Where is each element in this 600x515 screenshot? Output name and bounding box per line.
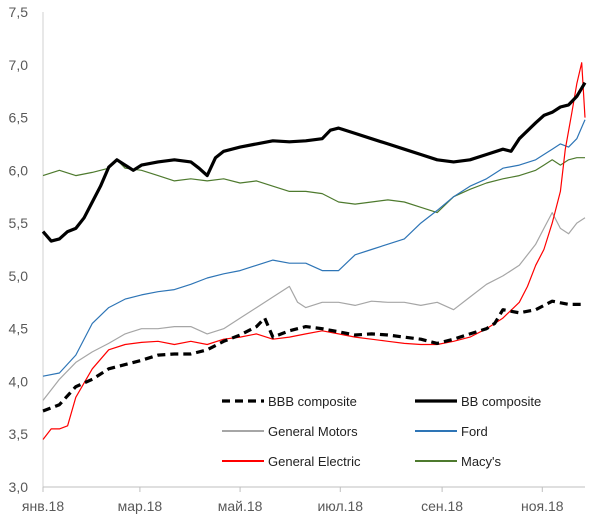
y-tick-label: 7,5 <box>9 4 29 20</box>
series-line-general-motors <box>42 212 586 401</box>
x-axis: янв.18 мар.18 май.18 июл.18 сен.18 ноя.18 <box>22 486 585 514</box>
y-tick-label: 7,0 <box>9 57 29 73</box>
x-tick-label: янв.18 <box>22 498 64 514</box>
y-tick-label: 3,0 <box>9 479 29 495</box>
x-tick-label: ноя.18 <box>521 498 564 514</box>
y-tick-label: 4,5 <box>9 321 29 337</box>
x-tick-label: сен.18 <box>421 498 463 514</box>
x-tick-label: май.18 <box>218 498 263 514</box>
series-line-ford <box>42 119 586 377</box>
legend-label: General Motors <box>268 424 358 439</box>
x-tick-label: июл.18 <box>317 498 363 514</box>
legend-label: Macy's <box>461 454 502 469</box>
y-tick-label: 6,5 <box>9 110 29 126</box>
legend-label: General Electric <box>268 454 361 469</box>
legend-label: BB composite <box>461 394 541 409</box>
legend-label: BBB composite <box>268 394 357 409</box>
series-line-bb-composite <box>41 81 587 243</box>
y-tick-label: 3,5 <box>9 426 29 442</box>
y-tick-label: 5,0 <box>9 268 29 284</box>
series-line-bbb-composite <box>42 299 585 413</box>
y-tick-label: 5,5 <box>9 215 29 231</box>
x-tick-label: мар.18 <box>118 498 163 514</box>
y-axis: 3,0 3,5 4,0 4,5 5,0 5,5 6,0 6,5 7,0 7,5 <box>9 4 44 495</box>
legend: BBB composite BB composite General Motors F… <box>222 394 541 469</box>
y-tick-label: 6,0 <box>9 162 29 178</box>
x-tick-labels: янв.18 мар.18 май.18 июл.18 сен.18 ноя.18 <box>22 487 564 514</box>
legend-label: Ford <box>461 424 488 439</box>
series-lines <box>41 62 587 440</box>
y-tick-label: 4,0 <box>9 373 29 389</box>
y-tick-labels: 3,0 3,5 4,0 4,5 5,0 5,5 6,0 6,5 7,0 7,5 <box>9 4 29 495</box>
series-line-general-electric <box>42 62 586 440</box>
